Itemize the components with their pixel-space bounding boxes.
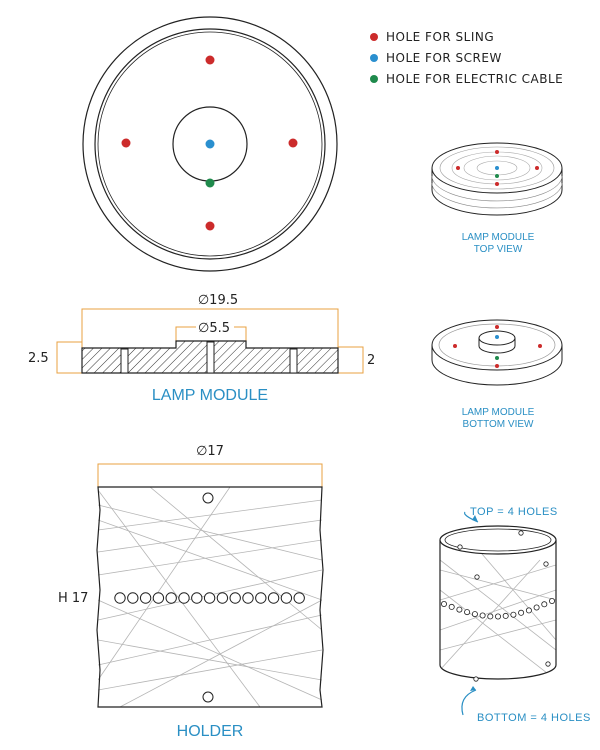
sling-hole-left [121,138,131,148]
top-view-title: LAMP MODULE [462,232,535,243]
holder-isometric-hole [448,603,455,610]
holder-isometric-hole [502,612,509,619]
holder-isometric-hole [471,611,478,618]
legend-item-cable: HOLE FOR ELECTRIC CABLE [370,72,563,86]
holder-isometric-hole [525,607,532,614]
holder-isometric: TOP = 4 HOLES BOTTOM = 4 HOLES [439,506,591,724]
holder-isometric-middle-holes [440,598,556,620]
holder-hole [152,592,165,604]
holder-hole [255,592,267,604]
holder-hole [139,592,152,604]
bottom-view-title: LAMP MODULE [462,407,535,418]
section-title: LAMP MODULE [152,387,268,404]
holder-hole [280,592,293,604]
sling-hole-bottom [205,221,215,231]
holder-isometric-hole [440,601,447,608]
holder-middle-holes [114,592,305,604]
holder-title: HOLDER [177,723,244,740]
holder-hole [203,592,216,604]
inner-diameter-label: ∅5.5 [198,321,230,336]
sling-hole-top [205,55,215,65]
legend: HOLE FOR SLING HOLE FOR SCREW HOLE FOR E… [370,30,563,86]
bottom-holes-note: BOTTOM = 4 HOLES [477,712,591,724]
top-holes-note: TOP = 4 HOLES [470,506,558,518]
holder-hole [127,592,139,604]
holder-isometric-hole [533,604,540,611]
holder-hole [178,592,190,604]
holder-isometric-hole [494,613,501,620]
holder-hole [267,592,280,604]
holder-hole [293,592,305,604]
outer-diameter-label: ∅19.5 [198,293,238,308]
holder-isometric-hole [487,613,494,620]
holder-height-label: H 17 [58,591,88,606]
holder-diameter-label: ∅17 [196,444,224,459]
holder-isometric-hole [541,601,548,608]
screw-dot-icon [370,54,378,62]
holder-hole [242,592,254,604]
left-height-label: 2.5 [28,351,49,366]
legend-label: HOLE FOR SLING [386,30,494,44]
lamp-module-section: ∅19.5 ∅5.5 2.5 2 LAMP MODULE [28,293,375,404]
holder-isometric-hole [479,612,486,619]
holder-hole [165,592,177,604]
holder-isometric-hole [549,598,556,605]
top-view-subtitle: TOP VIEW [474,244,523,255]
legend-label: HOLE FOR SCREW [386,51,502,65]
holder-elevation: ∅17 H 17 HOLDER [58,444,324,740]
holder-hole [191,592,203,604]
holder-isometric-hole [464,609,471,616]
cable-dot-icon [370,75,378,83]
right-height-label: 2 [367,353,375,368]
holder-hole [229,592,241,604]
holder-isometric-hole [510,611,517,618]
legend-item-sling: HOLE FOR SLING [370,30,494,44]
legend-label: HOLE FOR ELECTRIC CABLE [386,72,563,86]
bottom-view-subtitle: BOTTOM VIEW [463,419,534,430]
screw-hole [205,139,215,149]
lamp-module-plan-view [82,16,338,272]
holder-hole [216,592,229,604]
lamp-module-bottom-view: LAMP MODULE BOTTOM VIEW [431,319,563,430]
holder-hole [114,592,126,604]
holder-isometric-hole [518,609,525,616]
sling-dot-icon [370,33,378,41]
lamp-module-top-view: LAMP MODULE TOP VIEW [431,142,563,255]
cable-hole [205,178,215,188]
legend-item-screw: HOLE FOR SCREW [370,51,502,65]
holder-isometric-hole [456,606,463,613]
sling-hole-right [288,138,298,148]
